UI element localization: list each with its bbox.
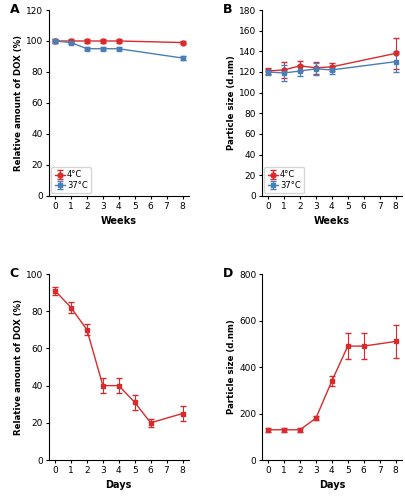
Text: C: C [9, 266, 19, 280]
Text: B: B [222, 2, 231, 16]
Text: D: D [222, 266, 232, 280]
X-axis label: Weeks: Weeks [100, 216, 136, 226]
Y-axis label: Particle size (d.nm): Particle size (d.nm) [227, 320, 236, 414]
Y-axis label: Relative amount of DOX (%): Relative amount of DOX (%) [14, 35, 23, 171]
X-axis label: Weeks: Weeks [313, 216, 349, 226]
Legend: 4°C, 37°C: 4°C, 37°C [51, 167, 91, 194]
X-axis label: Days: Days [105, 480, 132, 490]
Y-axis label: Relative amount of DOX (%): Relative amount of DOX (%) [14, 299, 23, 435]
X-axis label: Days: Days [318, 480, 344, 490]
Legend: 4°C, 37°C: 4°C, 37°C [264, 167, 303, 194]
Text: A: A [9, 2, 19, 16]
Y-axis label: Particle size (d.nm): Particle size (d.nm) [227, 56, 236, 150]
